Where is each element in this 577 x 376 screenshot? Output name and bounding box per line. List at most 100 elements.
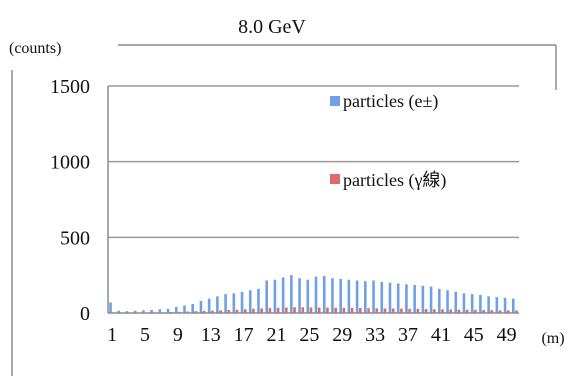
bar-gamma-21 [276, 307, 280, 313]
x-tick-label: 21 [267, 324, 287, 346]
bar-gamma-37 [408, 308, 411, 313]
x-tick-label: 17 [234, 324, 254, 346]
bar-gamma-25 [309, 307, 313, 313]
bar-electron-7 [158, 309, 162, 313]
x-tick-label: 41 [431, 324, 451, 346]
x-tick-label: 49 [497, 324, 517, 346]
bar-electron-3 [125, 311, 129, 313]
bar-gamma-47 [490, 310, 494, 313]
gridlines [108, 85, 519, 239]
bar-gamma-31 [359, 308, 362, 313]
bar-electron-40 [429, 286, 433, 313]
x-tick-label: 33 [365, 324, 385, 346]
bar-gamma-49 [506, 310, 510, 313]
bar-electron-27 [322, 275, 326, 313]
bar-electron-31 [355, 280, 359, 313]
bar-gamma-12 [202, 310, 206, 313]
y-tick-label: 1000 [50, 152, 90, 174]
legend: particles (e±) particles (γ線) [330, 91, 446, 191]
bar-electron-13 [207, 298, 211, 313]
bar-electron-50 [511, 298, 515, 313]
bar-gamma-24 [301, 307, 305, 313]
bars [109, 275, 518, 313]
legend-label-gamma: particles (γ線) [343, 170, 446, 191]
bar-electron-48 [495, 297, 499, 313]
bar-gamma-14 [219, 310, 222, 313]
bar-electron-45 [470, 294, 474, 313]
bar-gamma-41 [441, 309, 444, 313]
bar-electron-33 [372, 280, 375, 313]
bar-gamma-45 [474, 309, 477, 313]
bar-gamma-15 [227, 309, 231, 313]
bar-electron-2 [117, 310, 121, 313]
x-axis-label: (m) [541, 330, 564, 347]
bar-electron-9 [174, 306, 178, 313]
bar-gamma-50 [515, 310, 518, 313]
bar-electron-47 [487, 296, 490, 313]
y-tick-label: 500 [60, 227, 90, 249]
bar-electron-1 [109, 302, 112, 313]
bar-electron-22 [281, 277, 285, 313]
bar-electron-15 [224, 294, 227, 313]
bar-gamma-34 [383, 308, 387, 313]
legend-label-electron: particles (e±) [343, 91, 438, 112]
legend-swatch-electron [330, 96, 340, 106]
x-tick-label: 25 [299, 324, 319, 346]
bar-gamma-22 [285, 307, 288, 313]
bar-gamma-42 [449, 309, 453, 313]
bar-electron-11 [191, 303, 195, 313]
bar-electron-29 [339, 278, 342, 313]
bar-electron-19 [257, 288, 260, 313]
x-tick-label: 9 [173, 324, 183, 346]
bar-electron-8 [166, 308, 170, 313]
bar-electron-4 [133, 310, 137, 313]
bar-gamma-39 [424, 309, 428, 313]
bar-gamma-48 [498, 310, 502, 313]
bar-gamma-10 [186, 311, 189, 313]
x-tick-label: 13 [201, 324, 221, 346]
bar-gamma-40 [432, 309, 436, 313]
bar-electron-44 [462, 293, 466, 313]
bar-electron-37 [405, 284, 408, 313]
bar-electron-43 [454, 291, 458, 313]
bar-gamma-44 [465, 309, 469, 313]
bar-electron-23 [290, 275, 293, 313]
bar-gamma-28 [334, 307, 337, 313]
bar-electron-18 [248, 290, 252, 313]
y-axis-label: (counts) [9, 40, 61, 57]
bar-electron-14 [216, 296, 219, 313]
bar-electron-34 [380, 281, 384, 313]
chart-title: 8.0 GeV [238, 16, 306, 38]
bar-gamma-43 [457, 309, 461, 313]
bar-gamma-27 [326, 307, 329, 313]
x-tick-label: 45 [464, 324, 484, 346]
bar-electron-41 [438, 288, 441, 313]
bar-electron-5 [142, 310, 145, 313]
bar-electron-38 [413, 285, 416, 313]
bar-electron-24 [298, 278, 301, 313]
bar-electron-25 [306, 279, 310, 313]
x-tick-label: 37 [398, 324, 418, 346]
bar-electron-20 [265, 280, 268, 313]
bar-electron-21 [273, 279, 277, 313]
bar-electron-10 [183, 305, 186, 313]
bar-gamma-32 [367, 308, 370, 313]
bar-gamma-26 [317, 307, 321, 313]
bar-gamma-35 [391, 308, 395, 313]
bar-electron-32 [364, 281, 367, 313]
bar-electron-36 [396, 283, 400, 313]
bar-electron-17 [240, 291, 244, 313]
bar-electron-49 [503, 297, 507, 313]
y-tick-labels: 0 500 1000 1500 [50, 76, 90, 325]
bar-gamma-20 [268, 308, 272, 313]
bar-gamma-11 [194, 311, 198, 313]
bar-electron-16 [232, 293, 236, 313]
bar-gamma-29 [342, 307, 346, 313]
bar-gamma-23 [293, 307, 296, 313]
y-tick-label: 0 [80, 303, 90, 325]
bar-electron-42 [446, 290, 449, 313]
x-tick-label: 1 [107, 324, 117, 346]
bar-gamma-19 [260, 308, 263, 313]
bar-electron-28 [331, 278, 334, 313]
bar-electron-46 [479, 294, 482, 313]
